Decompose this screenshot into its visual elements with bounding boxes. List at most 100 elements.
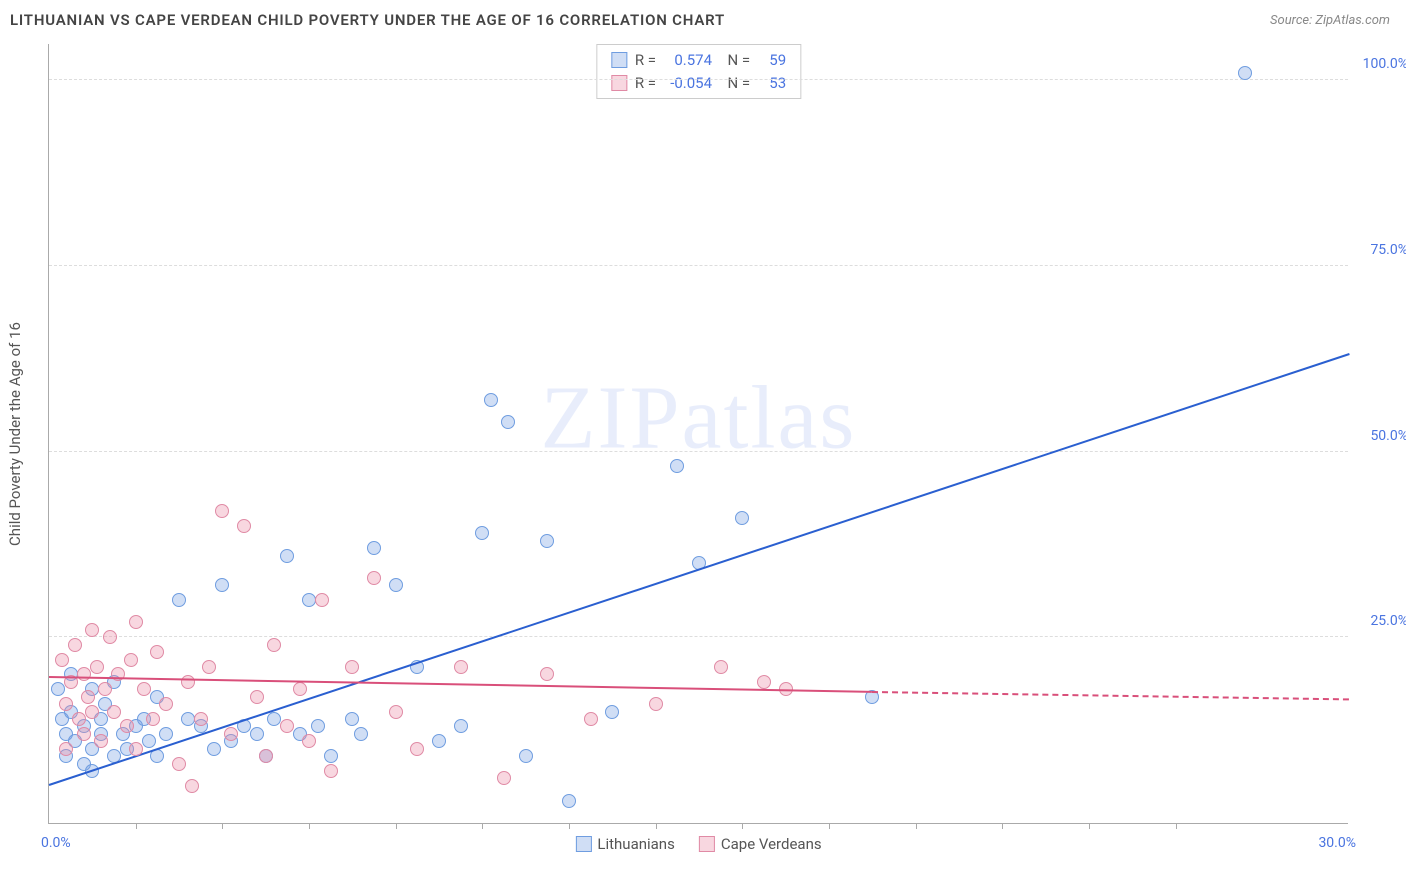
legend: Lithuanians Cape Verdeans <box>575 835 821 853</box>
r-value: 0.574 <box>664 49 712 72</box>
data-point <box>85 705 99 719</box>
data-point <box>94 734 108 748</box>
data-point <box>475 526 489 540</box>
data-point <box>146 712 160 726</box>
data-point <box>181 675 195 689</box>
x-tick <box>1002 823 1003 829</box>
legend-label: Cape Verdeans <box>721 835 822 853</box>
data-point <box>324 749 338 763</box>
data-point <box>81 690 95 704</box>
data-point <box>389 578 403 592</box>
x-tick <box>742 823 743 829</box>
chart-header: LITHUANIAN VS CAPE VERDEAN CHILD POVERTY… <box>0 0 1406 40</box>
legend-label: Lithuanians <box>597 835 674 853</box>
data-point <box>315 593 329 607</box>
data-point <box>267 638 281 652</box>
data-point <box>137 682 151 696</box>
gridline <box>49 79 1348 80</box>
data-point <box>757 675 771 689</box>
stats-row: R =-0.054 N =53 <box>611 72 786 95</box>
data-point <box>181 712 195 726</box>
scatter-plot: Child Poverty Under the Age of 16 ZIPatl… <box>48 44 1348 824</box>
data-point <box>735 511 749 525</box>
watermark: ZIPatlas <box>541 366 857 469</box>
data-point <box>215 504 229 518</box>
n-value: 59 <box>758 49 786 72</box>
data-point <box>194 712 208 726</box>
data-point <box>280 549 294 563</box>
data-point <box>324 764 338 778</box>
data-point <box>670 459 684 473</box>
data-point <box>484 393 498 407</box>
data-point <box>51 682 65 696</box>
data-point <box>129 615 143 629</box>
data-point <box>90 660 104 674</box>
data-point <box>302 593 316 607</box>
gridline <box>49 636 1348 637</box>
x-tick <box>569 823 570 829</box>
data-point <box>72 712 86 726</box>
data-point <box>432 734 446 748</box>
x-tick <box>482 823 483 829</box>
data-point <box>454 660 468 674</box>
x-tick <box>1089 823 1090 829</box>
data-point <box>98 682 112 696</box>
y-tick-label: 25.0% <box>1353 613 1406 629</box>
data-point <box>1238 66 1252 80</box>
data-point <box>519 749 533 763</box>
data-point <box>237 519 251 533</box>
r-value: -0.054 <box>664 72 712 95</box>
data-point <box>259 749 273 763</box>
data-point <box>85 623 99 637</box>
series-swatch <box>611 75 627 91</box>
x-tick <box>1176 823 1177 829</box>
stats-row: R =0.574 N =59 <box>611 49 786 72</box>
data-point <box>562 794 576 808</box>
x-min-label: 0.0% <box>41 835 71 851</box>
data-point <box>540 667 554 681</box>
data-point <box>345 660 359 674</box>
y-tick-label: 100.0% <box>1353 56 1406 72</box>
x-tick <box>829 823 830 829</box>
x-tick <box>222 823 223 829</box>
data-point <box>250 690 264 704</box>
x-tick <box>136 823 137 829</box>
data-point <box>142 734 156 748</box>
r-label: R = <box>635 72 656 95</box>
data-point <box>584 712 598 726</box>
data-point <box>77 727 91 741</box>
x-tick <box>396 823 397 829</box>
r-label: R = <box>635 49 656 72</box>
data-point <box>354 727 368 741</box>
series-swatch <box>575 836 591 852</box>
data-point <box>280 719 294 733</box>
legend-item: Lithuanians <box>575 835 674 853</box>
chart-source: Source: ZipAtlas.com <box>1270 13 1390 28</box>
data-point <box>224 727 238 741</box>
data-point <box>215 578 229 592</box>
data-point <box>159 697 173 711</box>
correlation-stats-box: R =0.574 N =59R =-0.054 N =53 <box>596 44 801 99</box>
y-tick-label: 75.0% <box>1353 242 1406 258</box>
data-point <box>605 705 619 719</box>
trend-line <box>872 691 1349 700</box>
data-point <box>250 727 264 741</box>
x-tick <box>309 823 310 829</box>
x-tick <box>916 823 917 829</box>
gridline <box>49 265 1348 266</box>
data-point <box>293 682 307 696</box>
data-point <box>55 653 69 667</box>
data-point <box>129 742 143 756</box>
x-tick <box>656 823 657 829</box>
chart-title: LITHUANIAN VS CAPE VERDEAN CHILD POVERTY… <box>10 11 725 29</box>
n-value: 53 <box>758 72 786 95</box>
data-point <box>68 638 82 652</box>
x-max-label: 30.0% <box>1318 835 1356 851</box>
data-point <box>172 757 186 771</box>
data-point <box>714 660 728 674</box>
data-point <box>501 415 515 429</box>
data-point <box>202 660 216 674</box>
y-axis-title: Child Poverty Under the Age of 16 <box>6 322 24 546</box>
data-point <box>59 697 73 711</box>
trend-line <box>49 353 1350 786</box>
